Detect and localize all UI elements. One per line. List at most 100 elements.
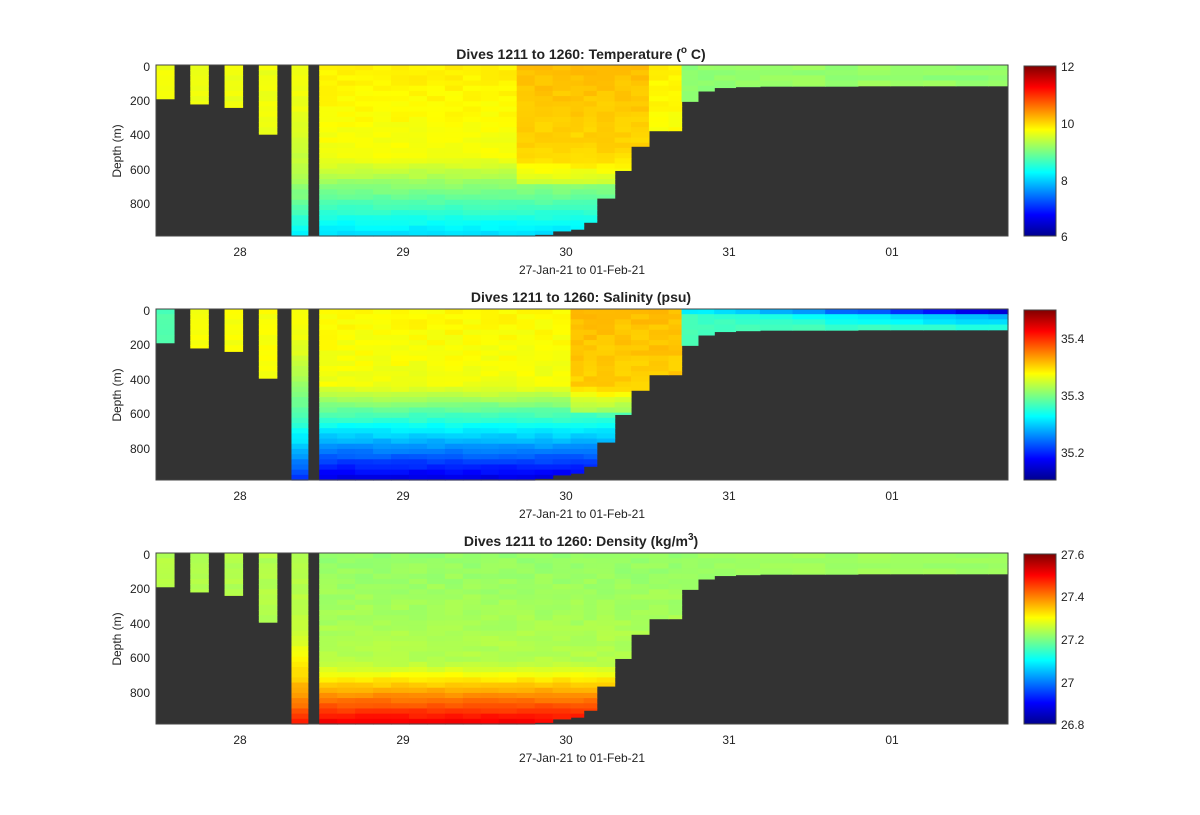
heatmap-cell xyxy=(426,376,446,383)
heatmap-cell xyxy=(890,324,924,331)
heatmap-cell xyxy=(444,573,464,580)
heatmap-cell xyxy=(534,225,554,232)
heatmap-cell xyxy=(596,90,616,97)
heatmap-cell xyxy=(614,319,632,326)
heatmap-cell xyxy=(552,75,572,82)
heatmap-cell xyxy=(391,656,410,663)
heatmap-cell xyxy=(583,402,598,409)
y-tick-label: 0 xyxy=(143,60,150,74)
heatmap-cell xyxy=(373,469,392,476)
heatmap-cell xyxy=(596,173,616,180)
heatmap-cell xyxy=(630,604,650,611)
heatmap-cell xyxy=(426,474,446,481)
heatmap-cell xyxy=(444,469,464,476)
heatmap-cell xyxy=(583,168,598,175)
heatmap-cell xyxy=(462,173,482,180)
heatmap-cell xyxy=(735,75,761,82)
heatmap-cell xyxy=(480,65,500,71)
heatmap-cell xyxy=(156,90,175,97)
heatmap-cell xyxy=(291,106,309,113)
heatmap-cell xyxy=(516,179,536,185)
heatmap-cell xyxy=(444,443,464,450)
heatmap-cell xyxy=(444,708,464,715)
heatmap-cell xyxy=(480,225,500,232)
heatmap-cell xyxy=(444,230,464,237)
heatmap-cell xyxy=(552,70,572,76)
heatmap-cell xyxy=(391,360,410,367)
heatmap-cell xyxy=(462,391,482,398)
heatmap-cell xyxy=(373,371,392,377)
heatmap-cell xyxy=(648,101,670,108)
heatmap-cell xyxy=(373,179,392,185)
heatmap-cell xyxy=(735,329,761,332)
heatmap-cell xyxy=(596,189,616,196)
heatmap-cell xyxy=(291,158,309,165)
heatmap-cell xyxy=(570,101,585,108)
heatmap-cell xyxy=(630,558,650,564)
heatmap-cell xyxy=(570,215,585,222)
heatmap-cell xyxy=(498,391,518,398)
heatmap-cell xyxy=(498,553,518,559)
heatmap-cell xyxy=(319,329,338,336)
salinity-title: Dives 1211 to 1260: Salinity (psu) xyxy=(471,289,691,305)
heatmap-cell xyxy=(583,672,598,678)
heatmap-cell xyxy=(596,122,616,128)
heatmap-cell xyxy=(391,594,410,601)
heatmap-cell xyxy=(355,220,374,227)
heatmap-cell xyxy=(498,417,518,424)
heatmap-cell xyxy=(391,106,410,113)
heatmap-cell xyxy=(426,360,446,367)
heatmap-cell xyxy=(648,568,670,575)
heatmap-cell xyxy=(596,402,616,409)
heatmap-cell xyxy=(498,65,518,71)
heatmap-cell xyxy=(408,708,428,715)
heatmap-cell xyxy=(570,692,585,699)
heatmap-cell xyxy=(391,610,410,616)
heatmap-cell xyxy=(534,553,554,559)
heatmap-cell xyxy=(462,459,482,466)
heatmap-cell xyxy=(534,329,554,336)
heatmap-cell xyxy=(498,448,518,455)
heatmap-cell xyxy=(337,558,356,564)
heatmap-cell xyxy=(697,75,715,82)
heatmap-cell xyxy=(462,80,482,87)
heatmap-cell xyxy=(373,448,392,455)
heatmap-cell xyxy=(668,568,683,575)
heatmap-cell xyxy=(337,142,356,149)
heatmap-cell xyxy=(498,635,518,642)
heatmap-cell xyxy=(681,568,699,575)
heatmap-cell xyxy=(570,194,585,201)
heatmap-cell xyxy=(955,558,990,564)
heatmap-cell xyxy=(583,122,598,128)
heatmap-cell xyxy=(890,568,924,575)
heatmap-cell xyxy=(681,80,699,87)
heatmap-cell xyxy=(890,80,924,87)
heatmap-cell xyxy=(391,309,410,315)
x-tick-label: 31 xyxy=(722,733,736,747)
heatmap-cell xyxy=(697,558,715,564)
heatmap-cell xyxy=(681,314,699,320)
y-tick-label: 200 xyxy=(130,338,150,352)
heatmap-cell xyxy=(373,199,392,206)
heatmap-cell xyxy=(534,713,554,720)
heatmap-cell xyxy=(319,397,338,403)
heatmap-cell xyxy=(426,656,446,663)
heatmap-cell xyxy=(355,111,374,118)
heatmap-cell xyxy=(355,116,374,123)
heatmap-cell xyxy=(355,127,374,133)
heatmap-cell xyxy=(337,65,356,71)
heatmap-cell xyxy=(516,324,536,331)
heatmap-cell xyxy=(552,329,572,336)
heatmap-cell xyxy=(552,553,572,559)
heatmap-cell xyxy=(552,412,572,419)
temperature-panel: Dives 1211 to 1260: Temperature (o C) 0 … xyxy=(110,45,1075,277)
density-title: Dives 1211 to 1260: Density (kg/m3) xyxy=(464,532,698,549)
heatmap-cell xyxy=(291,230,309,237)
heatmap-cell xyxy=(426,667,446,673)
heatmap-cell xyxy=(291,153,309,159)
heatmap-cell xyxy=(291,184,309,190)
heatmap-cell xyxy=(462,682,482,689)
heatmap-cell xyxy=(408,641,428,647)
heatmap-cell xyxy=(190,584,209,590)
heatmap-cell xyxy=(570,448,585,455)
